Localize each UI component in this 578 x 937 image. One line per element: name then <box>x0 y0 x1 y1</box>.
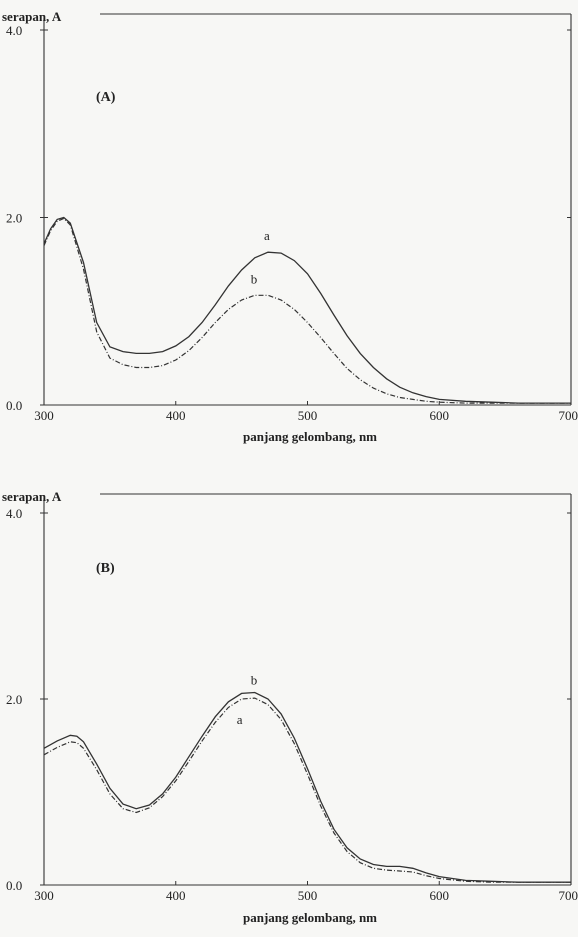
x-tick-label: 300 <box>34 888 54 903</box>
series-label-a: a <box>264 228 270 243</box>
series-label-b: b <box>251 672 257 687</box>
x-tick-label: 500 <box>298 408 318 423</box>
y-tick-label: 2.0 <box>6 692 22 707</box>
x-tick-label: 700 <box>559 888 578 903</box>
y-axis-title: serapan, A <box>2 9 62 24</box>
series-line-a <box>44 218 571 404</box>
x-axis-title: panjang gelombang, nm <box>243 910 377 925</box>
x-tick-label: 400 <box>166 408 186 423</box>
x-tick-label: 400 <box>166 888 186 903</box>
x-tick-label: 600 <box>430 408 450 423</box>
series-line-b <box>44 693 571 883</box>
series-line-b <box>44 218 571 403</box>
x-tick-label: 600 <box>430 888 450 903</box>
y-axis-title: serapan, A <box>2 489 62 504</box>
series-label-a: a <box>237 712 243 727</box>
y-tick-label: 4.0 <box>6 23 22 38</box>
panel-label: (A) <box>96 90 116 105</box>
x-tick-label: 700 <box>559 408 578 423</box>
y-tick-label: 2.0 <box>6 211 22 226</box>
series-line-a <box>44 698 571 882</box>
series-label-b: b <box>251 271 257 286</box>
chart-panel-b: serapan, A 0.0 2.0 4.0 300 400 500 600 700 panjan… <box>2 489 578 925</box>
x-tick-label: 500 <box>298 888 318 903</box>
y-tick-label: 0.0 <box>6 878 22 893</box>
y-tick-label: 4.0 <box>6 506 22 521</box>
x-axis-title: panjang gelombang, nm <box>243 429 377 444</box>
panel-label: (B) <box>96 561 115 576</box>
chart-panel-a: serapan, A 0.0 2.0 4.0 300 400 500 600 700 panjan… <box>2 9 578 444</box>
x-tick-label: 300 <box>34 408 54 423</box>
y-tick-label: 0.0 <box>6 398 22 413</box>
